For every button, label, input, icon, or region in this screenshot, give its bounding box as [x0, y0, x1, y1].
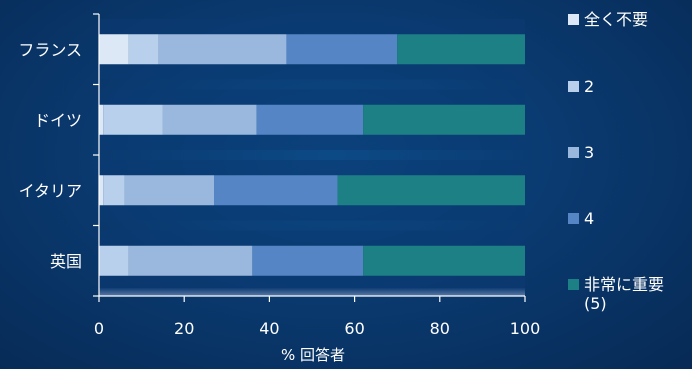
plot-floor: [99, 288, 525, 296]
bars: [99, 34, 525, 276]
category-label: ドイツ: [34, 111, 82, 130]
legend-swatch: [568, 213, 579, 224]
bar-segment: [124, 175, 215, 206]
legend-label: 2: [584, 77, 594, 96]
x-tick-label: 60: [344, 319, 364, 338]
x-tick-label: 100: [510, 319, 541, 338]
legend-swatch: [568, 81, 579, 92]
legend-swatch: [568, 147, 579, 158]
bar-segment: [99, 175, 104, 206]
legend-label: 非常に重要(5): [584, 275, 664, 313]
legend-swatch: [568, 279, 579, 290]
x-tick-label: 20: [174, 319, 194, 338]
bar-segment: [128, 34, 159, 65]
bar-segment: [337, 175, 525, 206]
bar-segment: [363, 245, 525, 276]
bar-segment: [256, 104, 364, 135]
bar-segment: [286, 34, 398, 65]
legend-label: 4: [584, 209, 594, 228]
bar-segment: [103, 104, 163, 135]
bar-segment: [162, 104, 257, 135]
bar-segment: [128, 245, 253, 276]
bar-segment: [99, 245, 129, 276]
category-label: 英国: [50, 252, 82, 271]
bar-segment: [103, 175, 125, 206]
x-tick-label: 40: [259, 319, 279, 338]
x-axis-title: % 回答者: [281, 346, 345, 364]
legend: 全く不要 2 3 4 非常に重要(5): [568, 10, 664, 313]
legend-label: 3: [584, 143, 594, 162]
legend-swatch: [568, 14, 579, 25]
bar-segment: [252, 245, 364, 276]
bar-segment: [214, 175, 338, 206]
bar-segment: [397, 34, 525, 65]
category-label: フランス: [18, 40, 82, 59]
bar-segment: [363, 104, 525, 135]
x-tick-label: 0: [94, 319, 104, 338]
legend-label: 全く不要: [584, 10, 648, 29]
bar-segment: [99, 104, 104, 135]
category-label: イタリア: [19, 181, 82, 200]
x-tick-label: 80: [430, 319, 450, 338]
bar-segment: [158, 34, 287, 65]
bar-segment: [99, 34, 129, 65]
